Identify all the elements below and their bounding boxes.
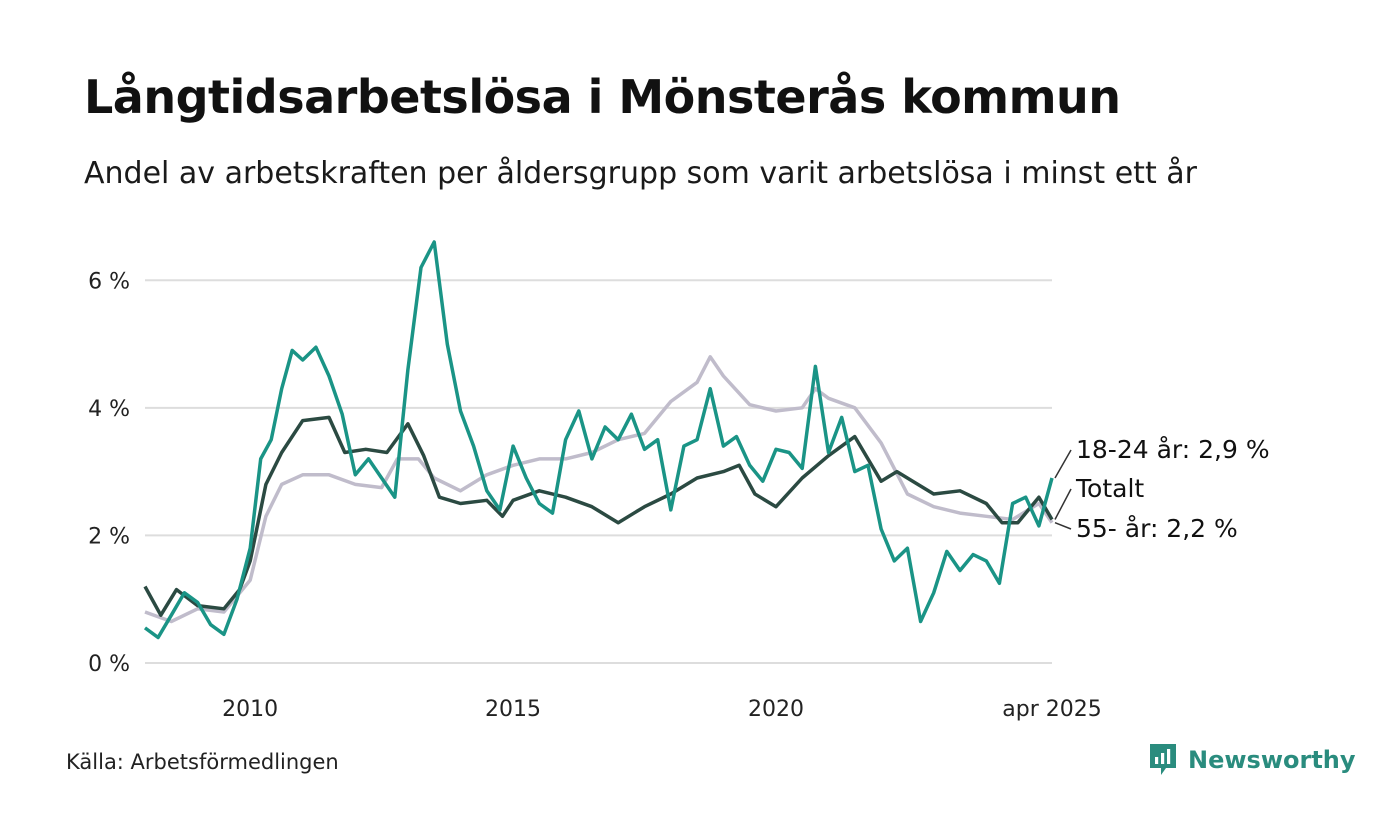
end-label-s18_24: 18-24 år: 2,9 % <box>1076 435 1270 464</box>
line-chart: 0 % 2 % 4 % 6 % 2010 2015 2020 apr 2025 55- år… <box>88 240 1270 722</box>
y-axis-ticks: 0 % 2 % 4 % 6 % <box>88 269 130 677</box>
end-label-leader <box>1054 449 1072 479</box>
gridlines <box>145 279 1052 664</box>
end-labels: 55- år: 2,2 % Totalt 18-24 år: 2,9 % <box>1054 435 1270 543</box>
y-tick-label: 0 % <box>88 652 130 677</box>
y-tick-label: 4 % <box>88 397 130 422</box>
x-tick-label: 2020 <box>748 697 804 722</box>
x-tick-label: 2010 <box>222 697 278 722</box>
end-label-leader <box>1054 521 1072 530</box>
end-label-totalt: Totalt <box>1075 474 1144 503</box>
series-lines <box>143 240 1054 640</box>
x-tick-label: 2015 <box>485 697 541 722</box>
end-label-leader <box>1054 488 1072 520</box>
newsworthy-logo[interactable]: Newsworthy <box>1148 742 1356 778</box>
x-axis-ticks: 2010 2015 2020 apr 2025 <box>222 697 1102 722</box>
brand-name: Newsworthy <box>1188 746 1356 774</box>
series-line-totalt <box>143 415 1054 617</box>
newsworthy-icon <box>1150 744 1176 775</box>
chart-subtitle: Andel av arbetskraften per åldersgrupp s… <box>84 156 1197 191</box>
y-tick-label: 6 % <box>88 269 130 294</box>
chart-title: Långtidsarbetslösa i Mönsterås kommun <box>84 70 1121 124</box>
source-note: Källa: Arbetsförmedlingen <box>66 750 339 774</box>
x-tick-label: apr 2025 <box>1002 697 1101 722</box>
end-label-s55: 55- år: 2,2 % <box>1076 514 1238 543</box>
series-line-s18_24 <box>143 240 1054 640</box>
y-tick-label: 2 % <box>88 524 130 549</box>
